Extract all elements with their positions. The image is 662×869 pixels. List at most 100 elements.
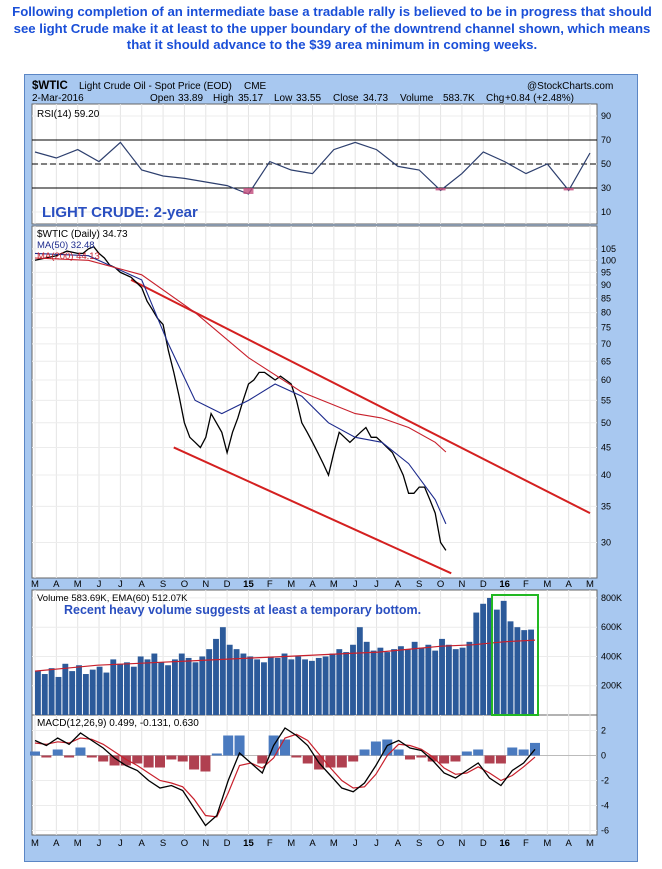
volume-bar [302,659,308,715]
macd-x-tick-label: M [330,838,338,849]
price-y-tick-label: 40 [601,470,611,480]
chart-caption: Following completion of an intermediate … [12,4,652,52]
volume-bar [213,638,219,715]
volume-y-tick-label: 600K [601,622,622,632]
volume-bar [377,647,384,715]
volume-bar [452,649,459,715]
macd-histogram-bar [382,739,393,756]
macd-x-tick-label: M [586,838,594,849]
volume-bar [103,672,110,715]
upper-channel-line [130,278,591,515]
ma200-line [34,257,447,453]
volume-bar [473,612,480,715]
chg-value: +0.84 (+2.48%) [505,93,574,104]
volume-bar [48,668,55,715]
lower-channel-line [173,446,452,575]
price-x-tick-label: F [523,579,529,590]
macd-histogram-bar [302,755,313,764]
volume-highlight-box [491,594,539,716]
macd-x-tick-label: J [118,838,123,849]
rsi-y-tick-label: 10 [601,207,611,217]
volume-bar [199,656,206,715]
ma200-legend: MA(200) 44.13 [37,251,100,262]
volume-bar [110,659,117,715]
macd-histogram-bar [52,749,63,756]
volume-bar [466,641,473,715]
volume-bar [459,647,466,715]
volume-bar [178,653,185,715]
price-x-tick-label: S [416,579,422,590]
price-y-tick-label: 100 [601,255,616,265]
price-x-tick-label: N [202,579,209,590]
volume-bar [165,665,171,715]
volume-bar [226,644,233,715]
macd-histogram-bar [518,749,529,756]
rsi-oversold-fill [563,188,574,191]
volume-bar [171,659,178,715]
macd-histogram-bar [530,742,540,756]
close-value: 34.73 [363,93,388,104]
volume-bar [137,656,144,715]
price-x-tick-label: J [353,579,358,590]
macd-histogram-bar [370,741,381,756]
price-y-tick-label: 35 [601,501,611,511]
macd-y-tick-label: 0 [601,751,606,761]
volume-bar [363,641,370,715]
volume-bar [96,666,103,715]
volume-bar [35,671,41,715]
macd-histogram-bar [280,739,290,756]
macd-x-tick-label: M [287,838,295,849]
macd-x-tick-label: A [139,838,146,849]
macd-histogram-bar [211,753,222,756]
rsi-y-tick-label: 90 [601,111,611,121]
macd-x-tick-label: A [565,838,572,849]
chart-annotation: LIGHT CRUDE: 2-year [42,204,198,221]
volume-bar [445,644,452,715]
macd-x-tick-label: 16 [499,838,510,849]
macd-x-tick-label: S [160,838,166,849]
macd-y-tick-label: -2 [601,776,609,786]
ma50-line [34,252,447,525]
volume-bar [507,621,514,715]
volume-bar [274,657,281,715]
macd-histogram-bar [109,755,120,766]
macd-x-tick-label: A [395,838,402,849]
macd-histogram-bar [484,755,495,764]
volume-y-tick-label: 200K [601,681,622,691]
rsi-y-tick-label: 70 [601,135,611,145]
macd-x-tick-label: O [181,838,188,849]
price-x-tick-label: M [74,579,82,590]
macd-histogram-bar [257,755,268,764]
volume-bar [398,646,404,715]
macd-histogram-bar [348,755,359,762]
volume-bar [356,627,363,715]
price-x-tick-label: N [458,579,465,590]
volume-bar [247,656,254,715]
price-panel [31,225,598,579]
volume-bar [336,649,343,715]
volume-bar [76,665,82,715]
volume-bar [240,653,247,715]
macd-histogram-bar [359,749,370,756]
low-label: Low [274,93,293,104]
volume-label: Volume [400,93,434,104]
macd-histogram-bar [177,755,188,762]
source-label: @StockCharts.com [527,81,613,92]
volume-bar [69,671,76,715]
macd-histogram-bar [64,755,75,758]
macd-x-tick-label: J [97,838,102,849]
price-y-tick-label: 95 [601,267,611,277]
price-x-tick-label: M [287,579,295,590]
price-legend: $WTIC (Daily) 34.73 [37,229,128,240]
macd-histogram-bar [461,751,472,756]
volume-bar [528,629,534,715]
macd-x-tick-label: A [53,838,60,849]
exchange-label: CME [244,81,267,92]
macd-histogram-bar [291,755,302,758]
volume-bar [55,676,62,715]
macd-histogram-bar [234,735,245,756]
volume-y-tick-label: 400K [601,651,622,661]
high-label: High [213,93,234,104]
macd-x-tick-label: O [437,838,444,849]
macd-x-tick-label: S [416,838,422,849]
